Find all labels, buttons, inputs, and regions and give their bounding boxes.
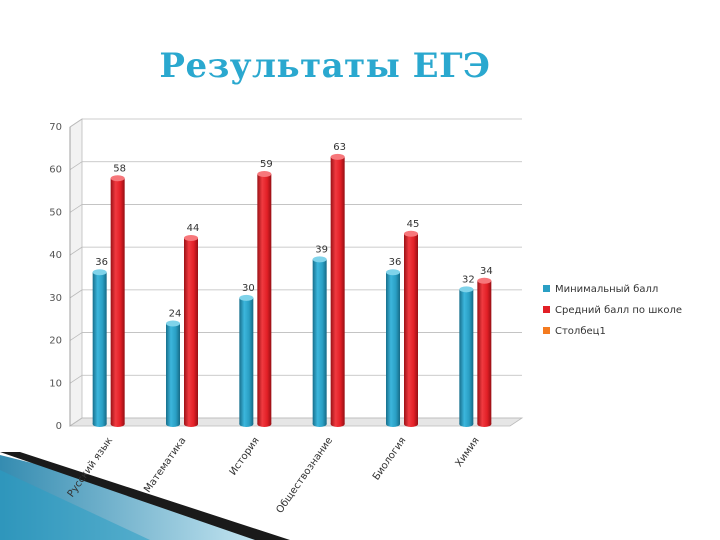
bar — [239, 297, 254, 424]
data-label: 39 — [315, 244, 328, 255]
bar — [459, 289, 474, 424]
data-label: 58 — [113, 163, 126, 174]
bar-top — [239, 294, 254, 301]
data-label: 63 — [333, 142, 346, 153]
data-label: 36 — [389, 257, 402, 268]
bar-base — [459, 421, 474, 427]
bar-base — [257, 421, 272, 427]
gridline-side — [69, 204, 83, 213]
gridline-side — [69, 161, 83, 171]
x-tick-label: Обществознание — [274, 435, 335, 515]
data-label: 44 — [187, 223, 200, 234]
y-tick-label: 30 — [49, 293, 62, 304]
bar-base — [477, 421, 492, 427]
bar-top — [92, 269, 107, 276]
x-tick-label: История — [228, 435, 262, 477]
bar-base — [404, 421, 418, 427]
bar-top — [166, 320, 180, 327]
bar — [166, 323, 180, 424]
data-label: 59 — [260, 159, 273, 170]
gridline-side — [69, 246, 83, 256]
floor — [68, 417, 524, 427]
data-label: 45 — [407, 219, 420, 230]
bar-top — [386, 269, 400, 276]
bar-base — [166, 421, 180, 427]
bar-top — [404, 230, 418, 237]
bar — [386, 272, 400, 424]
data-label: 32 — [462, 274, 475, 285]
bar — [477, 280, 492, 424]
y-tick-label: 60 — [49, 165, 62, 176]
bar-top — [459, 286, 474, 293]
slide-title: Результаты ЕГЭ — [159, 46, 491, 86]
decor-stripe-blue — [0, 470, 150, 540]
bar-base — [386, 421, 400, 427]
bar-base — [184, 421, 198, 427]
bar-top — [110, 175, 125, 182]
bar-base — [312, 421, 327, 427]
bar — [404, 233, 418, 424]
y-tick-label: 0 — [56, 421, 62, 432]
bars — [92, 153, 492, 427]
x-tick-label: Химия — [454, 435, 482, 469]
legend-swatch — [543, 306, 550, 313]
data-label: 24 — [169, 308, 182, 319]
y-tick-label: 50 — [49, 207, 62, 218]
gridline-side — [69, 374, 83, 384]
side-wall — [69, 118, 83, 427]
decorative-corner-stripes — [0, 452, 290, 540]
gridline-side — [69, 118, 83, 128]
bar — [184, 238, 198, 424]
data-label: 30 — [242, 283, 255, 294]
bar-top — [257, 170, 272, 177]
bar-top — [184, 235, 198, 242]
legend-label: Минимальный балл — [555, 284, 658, 295]
y-tick-label: 10 — [49, 378, 62, 389]
data-label: 36 — [95, 257, 108, 268]
bar — [110, 178, 125, 424]
bar — [92, 272, 107, 424]
y-tick-label: 70 — [49, 122, 62, 133]
gridline-side — [69, 417, 83, 427]
legend-swatch — [543, 327, 550, 334]
legend-swatch — [543, 285, 550, 292]
bar-base — [110, 421, 125, 427]
decor-stripe-dark — [0, 452, 290, 540]
gridline-side — [69, 332, 83, 341]
legend-label: Столбец1 — [555, 326, 606, 337]
legend-label: Средний балл по школе — [555, 305, 682, 316]
bar-base — [92, 421, 107, 427]
x-tick-label: Математика — [142, 435, 188, 494]
bar — [257, 173, 272, 424]
plot-area — [68, 118, 524, 427]
legend: Минимальный балл Средний балл по школе Сто… — [543, 284, 682, 337]
bar-base — [239, 421, 254, 427]
bar — [330, 156, 345, 424]
y-tick-label: 20 — [49, 336, 62, 347]
x-tick-label: Биология — [371, 435, 409, 482]
bar-top — [312, 256, 327, 263]
gridline-side — [69, 289, 83, 299]
data-label: 34 — [480, 266, 493, 277]
bar-top — [477, 277, 492, 284]
y-tick-label: 40 — [49, 250, 62, 261]
bar-top — [330, 153, 345, 160]
bar-base — [330, 421, 345, 427]
bar — [312, 259, 327, 424]
